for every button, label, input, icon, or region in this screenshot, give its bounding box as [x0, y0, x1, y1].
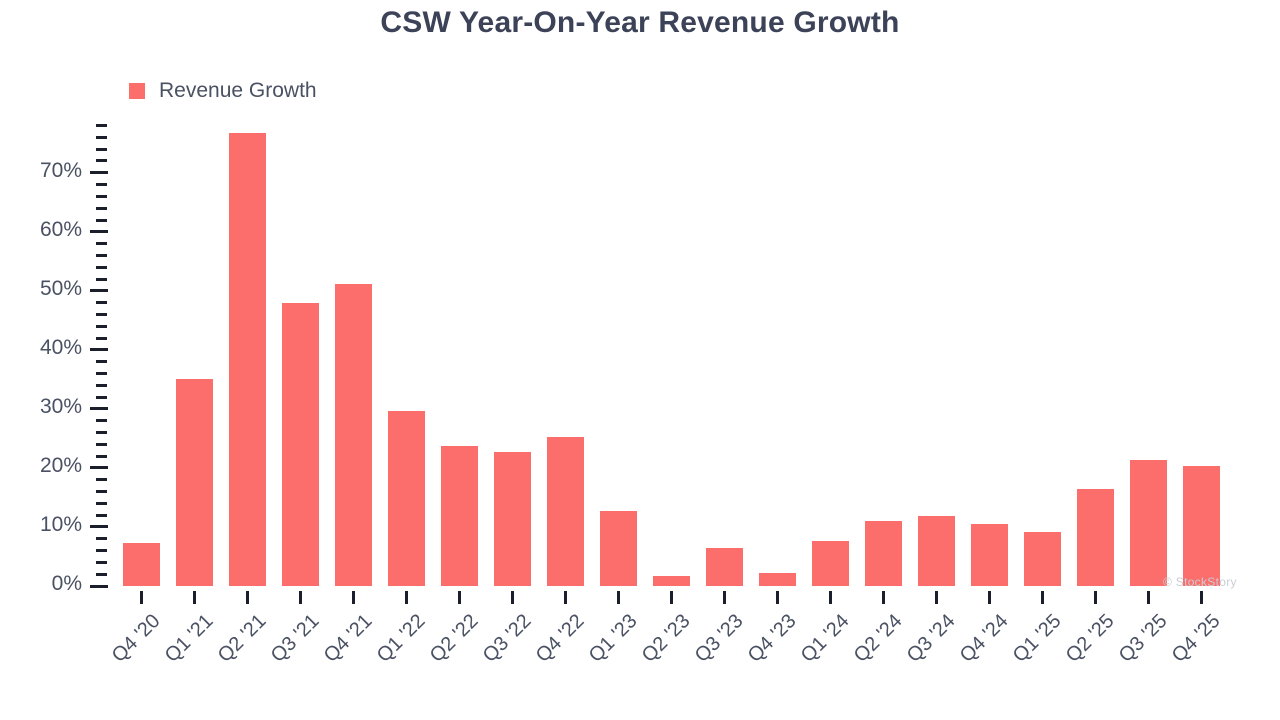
x-axis-tick — [245, 591, 249, 604]
y-axis-minor-tick — [96, 206, 107, 210]
x-axis-tick — [828, 591, 832, 604]
y-axis-minor-tick — [96, 419, 107, 423]
x-axis-tick — [563, 591, 567, 604]
y-axis-minor-tick — [96, 454, 107, 458]
bar[interactable] — [970, 524, 1008, 586]
legend-swatch-revenue-growth — [129, 83, 145, 99]
bar[interactable] — [864, 521, 902, 586]
y-axis-minor-tick — [96, 147, 107, 151]
bar[interactable] — [493, 452, 531, 586]
y-axis-tick-label: 30% — [39, 394, 82, 418]
x-axis-tick — [298, 591, 302, 604]
x-axis-tick — [1093, 591, 1097, 604]
bar[interactable] — [1076, 489, 1114, 586]
y-axis-major-tick — [90, 230, 108, 234]
y-axis-major-tick — [90, 584, 108, 588]
y-axis-major-tick — [90, 407, 108, 411]
y-axis-tick-label: 10% — [39, 512, 82, 536]
y-axis-tick-label: 0% — [51, 572, 82, 595]
watermark: © StockStory — [1163, 575, 1237, 589]
y-axis-minor-tick — [96, 442, 107, 446]
x-axis-tick — [139, 591, 143, 604]
y-axis-minor-tick — [96, 253, 107, 257]
y-axis-minor-tick — [96, 336, 107, 340]
y-axis-minor-tick — [96, 277, 107, 281]
y-axis-tick-label: 20% — [39, 453, 82, 477]
y-axis-minor-tick — [96, 265, 107, 269]
y-axis-major-tick — [90, 525, 108, 529]
y-axis-minor-tick — [96, 490, 107, 494]
y-axis-minor-tick — [96, 371, 107, 375]
bar[interactable] — [652, 575, 690, 586]
y-axis-minor-tick — [96, 478, 107, 482]
y-axis-major-tick — [90, 348, 108, 352]
y-axis-major-tick — [90, 171, 108, 175]
y-axis-major-tick — [90, 289, 108, 293]
y-axis-minor-tick — [96, 312, 107, 316]
bar[interactable] — [334, 283, 372, 586]
x-axis-tick — [934, 591, 938, 604]
chart-title: CSW Year-On-Year Revenue Growth — [380, 6, 900, 39]
bar[interactable] — [811, 541, 849, 586]
bar[interactable] — [387, 411, 425, 586]
bar[interactable] — [175, 379, 213, 586]
y-axis-minor-tick — [96, 242, 107, 246]
y-axis-minor-tick — [96, 124, 107, 128]
bar[interactable] — [228, 132, 266, 586]
y-axis-tick-label: 60% — [39, 217, 82, 241]
y-axis-tick-label: 40% — [39, 335, 82, 359]
x-axis-tick — [510, 591, 514, 604]
bar[interactable] — [705, 548, 743, 586]
x-axis-tick — [722, 591, 726, 604]
x-axis-tick — [1199, 591, 1203, 604]
y-axis-major-tick — [90, 466, 108, 470]
y-axis-minor-tick — [96, 572, 107, 576]
y-axis-minor-tick — [96, 324, 107, 328]
y-axis-minor-tick — [96, 501, 107, 505]
y-axis-minor-tick — [96, 537, 107, 541]
y-axis-minor-tick — [96, 360, 107, 364]
bar[interactable] — [1182, 466, 1220, 586]
x-axis-tick — [775, 591, 779, 604]
x-axis-tick — [669, 591, 673, 604]
x-axis-tick — [457, 591, 461, 604]
y-axis-minor-tick — [96, 560, 107, 564]
x-axis-tick — [987, 591, 991, 604]
y-axis-minor-tick — [96, 431, 107, 435]
y-axis-minor-tick — [96, 549, 107, 553]
x-axis-tick — [1146, 591, 1150, 604]
y-axis-minor-tick — [96, 183, 107, 187]
y-axis-tick-label: 70% — [39, 158, 82, 182]
y-axis-minor-tick — [96, 218, 107, 222]
bar[interactable] — [440, 446, 478, 586]
y-axis-minor-tick — [96, 513, 107, 517]
x-axis-tick — [404, 591, 408, 604]
x-axis-tick — [616, 591, 620, 604]
bar[interactable] — [546, 436, 584, 586]
y-axis-minor-tick — [96, 395, 107, 399]
y-axis-minor-tick — [96, 135, 107, 139]
bar[interactable] — [122, 542, 160, 586]
bar[interactable] — [758, 573, 796, 586]
bar[interactable] — [599, 511, 637, 586]
y-axis-minor-tick — [96, 194, 107, 198]
y-axis-tick-label: 50% — [39, 276, 82, 300]
x-axis-tick — [1040, 591, 1044, 604]
y-axis-minor-tick — [96, 301, 107, 305]
bar[interactable] — [1129, 460, 1167, 586]
chart-legend: Revenue Growth — [129, 79, 317, 103]
bar[interactable] — [281, 302, 319, 586]
x-axis-tick — [881, 591, 885, 604]
y-axis-minor-tick — [96, 383, 107, 387]
x-axis-tick — [192, 591, 196, 604]
legend-label-revenue-growth: Revenue Growth — [159, 79, 317, 102]
bar[interactable] — [917, 515, 955, 586]
y-axis-minor-tick — [96, 159, 107, 163]
x-axis-tick — [351, 591, 355, 604]
bar[interactable] — [1023, 531, 1061, 586]
